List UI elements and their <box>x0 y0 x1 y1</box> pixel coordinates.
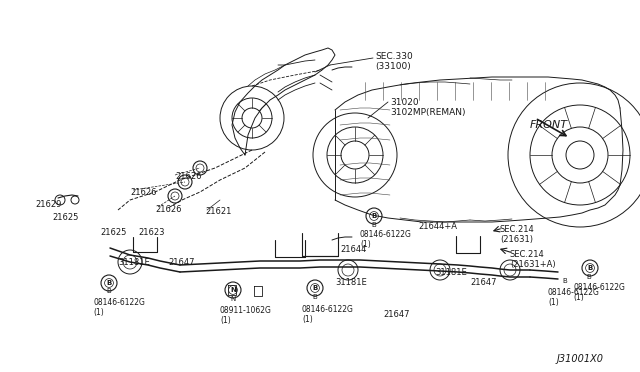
Text: 21625: 21625 <box>52 213 78 222</box>
Text: B: B <box>563 278 568 284</box>
Text: 21647: 21647 <box>383 310 410 319</box>
Text: 21623: 21623 <box>138 228 164 237</box>
Text: B: B <box>312 294 317 300</box>
Text: B: B <box>312 285 317 291</box>
Text: 21647: 21647 <box>470 278 497 287</box>
Text: FRONT: FRONT <box>530 120 568 130</box>
Text: SEC.330
(33100): SEC.330 (33100) <box>375 52 413 71</box>
Text: 31181E: 31181E <box>335 278 367 287</box>
Text: N: N <box>230 296 236 302</box>
Text: B: B <box>107 288 111 294</box>
Text: 08146-6122G
(1): 08146-6122G (1) <box>548 288 600 307</box>
Text: B: B <box>371 213 376 219</box>
Text: B: B <box>588 265 593 271</box>
Text: N: N <box>230 287 236 293</box>
Text: 21644: 21644 <box>340 245 366 254</box>
Text: 08911-1062G
(1): 08911-1062G (1) <box>220 306 272 326</box>
Text: J31001X0: J31001X0 <box>557 354 604 364</box>
Text: 08146-6122G
(1): 08146-6122G (1) <box>573 283 625 302</box>
Text: 31181E: 31181E <box>435 268 467 277</box>
Text: 08146-6122G
(1): 08146-6122G (1) <box>302 305 354 324</box>
Text: 31020
3102MP(REMAN): 31020 3102MP(REMAN) <box>390 98 465 118</box>
Text: 21625: 21625 <box>100 228 126 237</box>
Text: B: B <box>372 222 376 228</box>
Text: SEC.214
(21631+A): SEC.214 (21631+A) <box>510 250 556 269</box>
Text: 21626: 21626 <box>130 188 157 197</box>
Text: 31181E: 31181E <box>118 258 150 267</box>
Text: 21626: 21626 <box>175 172 202 181</box>
Text: 21644+A: 21644+A <box>418 222 457 231</box>
Text: SEC.214
(21631): SEC.214 (21631) <box>500 225 535 244</box>
Text: 21647: 21647 <box>168 258 195 267</box>
Text: 21621: 21621 <box>205 207 232 216</box>
Text: B: B <box>587 274 591 280</box>
Text: B: B <box>106 280 111 286</box>
Text: 08146-6122G
(1): 08146-6122G (1) <box>360 230 412 249</box>
Text: 21626: 21626 <box>155 205 182 214</box>
Text: 21629: 21629 <box>35 200 61 209</box>
Text: 08146-6122G
(1): 08146-6122G (1) <box>93 298 145 317</box>
